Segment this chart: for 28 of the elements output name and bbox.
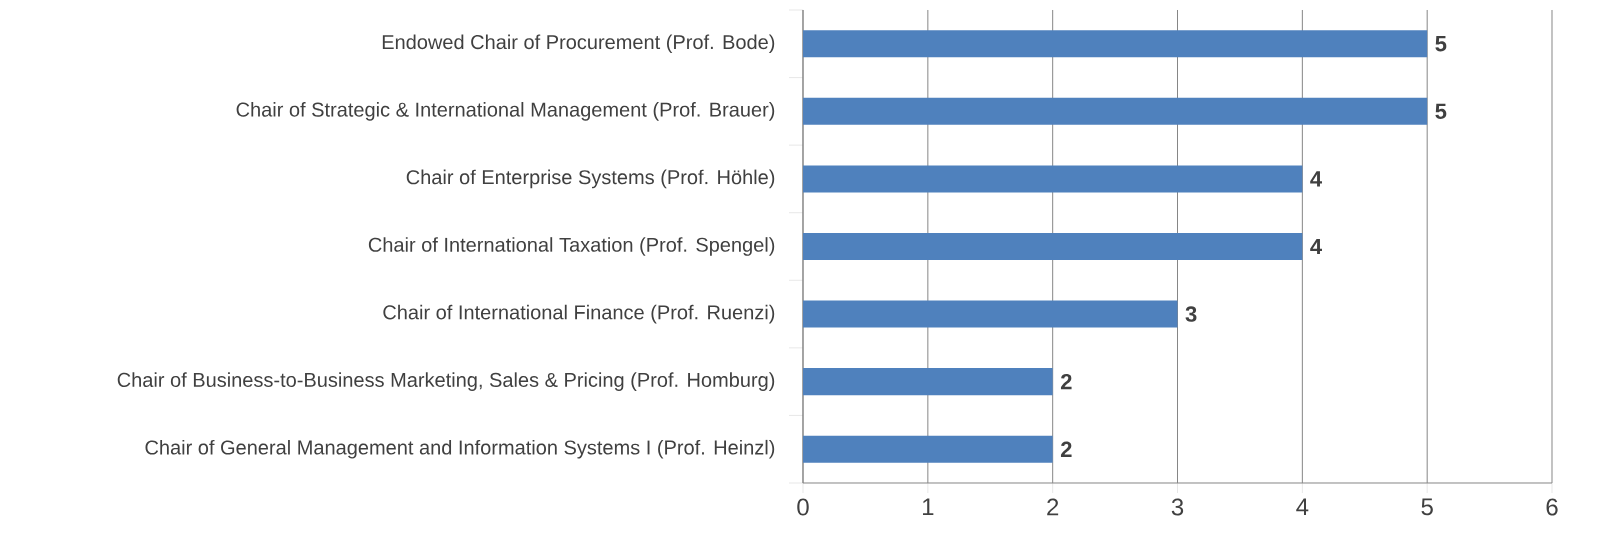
bar — [803, 30, 1428, 58]
bar — [803, 368, 1053, 396]
y-tick-label: Chair of International Finance (Prof. Ruenzi) — [383, 304, 775, 324]
bar — [803, 97, 1428, 125]
y-tick-label: Endowed Chair of Procurement (Prof. Bode) — [382, 34, 775, 54]
y-tick-label: Chair of General Management and Information Systems I (Prof. Heinzl) — [145, 439, 775, 459]
y-tick-label: Chair of International Taxation (Prof. Spengel) — [368, 237, 775, 256]
data-label: 5 — [1435, 103, 1447, 120]
x-tick-label: 3 — [1171, 498, 1184, 516]
data-label: 2 — [1060, 373, 1072, 390]
y-tick-label: Chair of Enterprise Systems (Prof. Höhle) — [406, 169, 775, 189]
x-tick-label: 2 — [1047, 498, 1059, 516]
x-tick-label: 6 — [1546, 498, 1558, 516]
data-label: 4 — [1310, 238, 1322, 255]
bar — [803, 232, 1303, 261]
data-label: 2 — [1060, 441, 1072, 457]
data-label: 4 — [1310, 171, 1322, 187]
x-tick-label: 4 — [1296, 498, 1309, 516]
x-tick-label: 1 — [923, 498, 934, 516]
y-tick-label: Chair of Strategic & International Management (Prof. Brauer) — [236, 102, 775, 121]
x-tick-label: 5 — [1421, 498, 1433, 516]
bar — [803, 165, 1303, 193]
bar — [803, 300, 1178, 328]
bar — [803, 435, 1053, 463]
data-label: 3 — [1185, 306, 1197, 322]
y-tick-label: Chair of Business-to-Business Marketing, Sales & Pricing (Prof. Homburg) — [117, 372, 775, 391]
data-label: 5 — [1435, 36, 1447, 52]
x-tick-label: 0 — [797, 498, 809, 516]
